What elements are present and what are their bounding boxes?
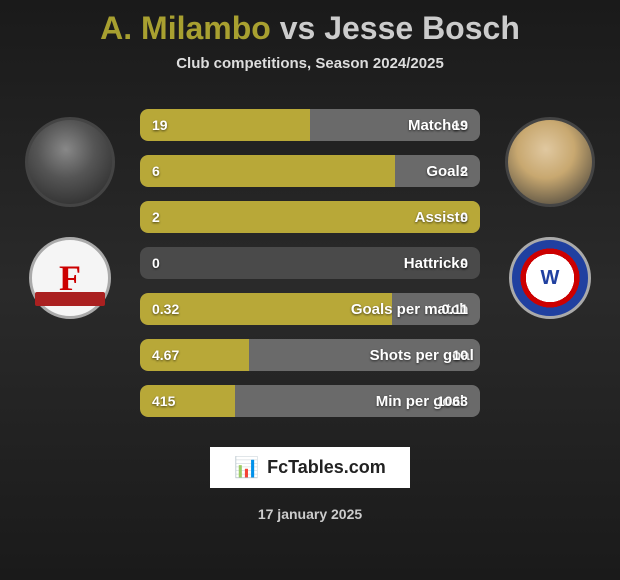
stat-bar: 6Goals2 [140, 155, 480, 187]
stat-value-left: 4.67 [152, 347, 179, 363]
right-column [500, 97, 600, 319]
stat-bar: 2Assists0 [140, 201, 480, 233]
stat-value-right: 1063 [437, 393, 468, 409]
player1-avatar [25, 117, 115, 207]
stat-value-right: 0 [460, 255, 468, 271]
player2-name: Jesse Bosch [324, 10, 520, 46]
chart-icon: 📊 [234, 455, 259, 480]
stat-value-left: 0 [152, 255, 160, 271]
stat-value-left: 6 [152, 163, 160, 179]
player1-name: A. Milambo [100, 10, 271, 46]
stat-bar: 415Min per goal1063 [140, 385, 480, 417]
stat-value-right: 10 [452, 347, 468, 363]
date-label: 17 january 2025 [258, 506, 362, 522]
stat-value-left: 0.32 [152, 301, 179, 317]
player1-club-badge [29, 237, 111, 319]
player2-club-badge [509, 237, 591, 319]
player2-avatar [505, 117, 595, 207]
brand-badge[interactable]: 📊 FcTables.com [210, 447, 410, 488]
left-column [20, 97, 120, 319]
stat-value-right: 19 [452, 117, 468, 133]
page-title: A. Milambo vs Jesse Bosch [100, 10, 520, 47]
stat-value-left: 415 [152, 393, 175, 409]
stat-bar: 4.67Shots per goal10 [140, 339, 480, 371]
vs-text: vs [280, 10, 316, 46]
subtitle: Club competitions, Season 2024/2025 [176, 55, 444, 72]
brand-label: FcTables.com [267, 457, 386, 478]
main-row: 19Matches196Goals22Assists00Hattricks00.… [0, 97, 620, 417]
stats-column: 19Matches196Goals22Assists00Hattricks00.… [140, 97, 480, 417]
stat-value-right: 0 [460, 209, 468, 225]
stat-value-right: 0.11 [442, 301, 468, 317]
stat-bar: 0Hattricks0 [140, 247, 480, 279]
stat-bar: 0.32Goals per match0.11 [140, 293, 480, 325]
stat-value-right: 2 [460, 163, 468, 179]
stat-bar: 19Matches19 [140, 109, 480, 141]
stat-value-left: 2 [152, 209, 160, 225]
stat-value-left: 19 [152, 117, 168, 133]
comparison-card: A. Milambo vs Jesse Bosch Club competiti… [0, 0, 620, 580]
stat-label: Hattricks [404, 255, 468, 272]
